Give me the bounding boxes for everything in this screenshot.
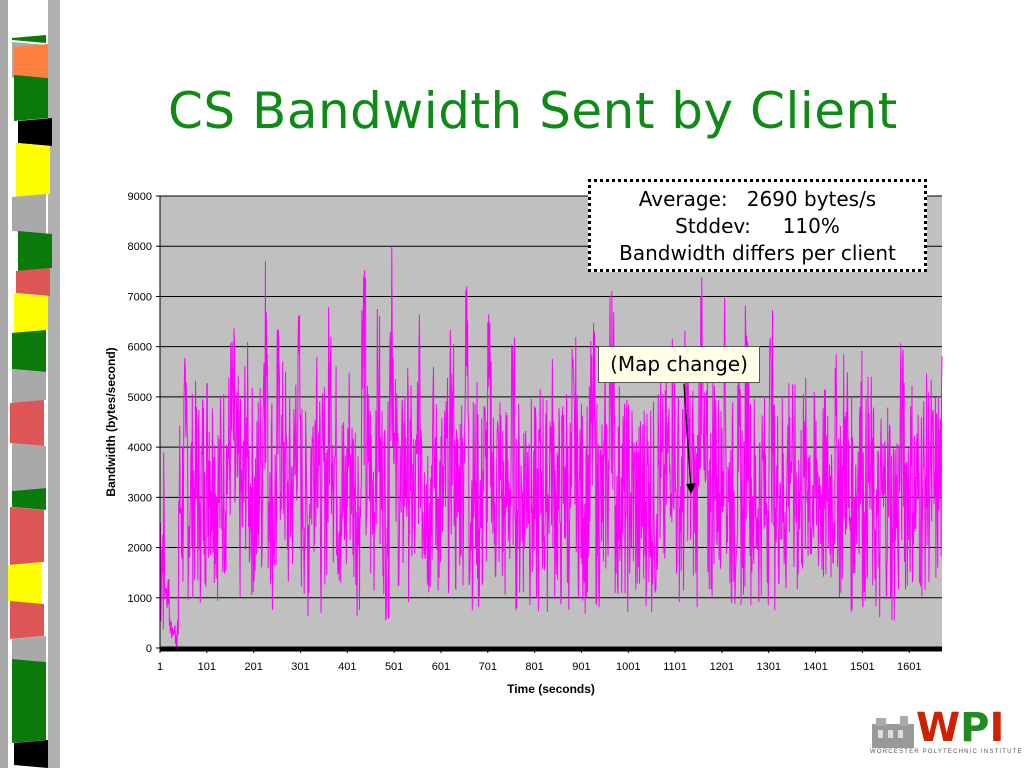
stddev-value: 110% [782,214,840,238]
left-border-block [8,562,42,604]
stddev-row: Stddev: 110% [591,213,924,240]
stddev-label: Stddev: [675,214,751,238]
y-tick-label: 6000 [128,342,152,354]
stats-note: Bandwidth differs per client [619,241,896,265]
x-tick-label: 101 [198,661,216,673]
x-tick-label: 601 [432,661,450,673]
average-value: 2690 bytes/s [746,187,877,211]
logo-building-icon [872,716,914,748]
x-tick-label: 801 [525,661,543,673]
left-border-block [16,268,50,296]
left-border-block [14,293,48,333]
x-tick-label: 701 [479,661,497,673]
x-tick-label: 301 [291,661,309,673]
left-border-strip-right [48,0,60,768]
y-tick-label: 7000 [128,291,152,303]
left-border-block [10,400,44,446]
x-tick-label: 1 [157,661,163,673]
y-tick-label: 2000 [128,543,152,555]
left-border-block [14,740,48,768]
y-tick-labels: 0 1000 2000 3000 4000 5000 6000 7000 8000 9000 [128,191,160,655]
y-tick-label: 5000 [128,392,152,404]
x-tick-label: 901 [572,661,590,673]
left-border-block [12,369,46,403]
average-label: Average: [638,187,728,211]
x-tick-label: 1101 [663,661,687,673]
left-border-block [12,488,46,510]
y-tick-label: 0 [146,643,152,655]
left-border-strip [0,0,8,768]
left-border-block [18,231,52,271]
left-border-block [14,44,48,78]
left-border-block [12,659,46,743]
left-border-block [10,601,44,639]
logo-tagline: WORCESTER POLYTECHNIC INSTITUTE [870,749,1023,755]
callout-arrowhead [686,483,696,494]
x-tick-label: 1501 [850,661,874,673]
left-border-block [10,507,44,565]
average-row: Average: 2690 bytes/s [591,186,924,213]
left-border-block [12,330,46,372]
map-change-callout: (Map change) [598,346,760,383]
logo-wordmark: WPI [916,705,1005,751]
callout-arrow [683,383,692,491]
x-tick-labels: 1 101 201 301 401 501 601 701 801 901 1001 1101 1201… [157,648,921,673]
y-tick-label: 3000 [128,492,152,504]
x-tick-label: 1301 [757,661,781,673]
x-tick-label: 201 [244,661,262,673]
x-tick-label: 1001 [616,661,640,673]
wpi-logo: WPI WORCESTER POLYTECHNIC INSTITUTE [870,705,1022,758]
left-border-block [14,75,48,121]
x-tick-label: 401 [338,661,356,673]
left-border-block [12,194,46,234]
x-tick-label: 1401 [803,661,827,673]
left-border-block [16,143,50,197]
stats-box: Average: 2690 bytes/s Stddev: 110% Bandw… [588,179,927,272]
left-border-block [12,443,46,491]
y-tick-label: 9000 [128,191,152,203]
left-border-block [18,118,52,146]
y-tick-label: 8000 [128,241,152,253]
left-border-block [12,636,46,662]
slide-title: CS Bandwidth Sent by Client [168,82,898,140]
left-border-block [12,35,46,43]
decorative-left-border [0,0,60,768]
y-tick-label: 4000 [128,442,152,454]
x-tick-label: 501 [385,661,403,673]
y-axis-label: Bandwidth (bytes/second) [104,347,118,496]
x-tick-label: 1201 [710,661,734,673]
x-axis-label: Time (seconds) [507,682,595,696]
series-line-bandwidth [159,246,943,649]
y-tick-label: 1000 [128,593,152,605]
x-tick-label: 1601 [897,661,921,673]
